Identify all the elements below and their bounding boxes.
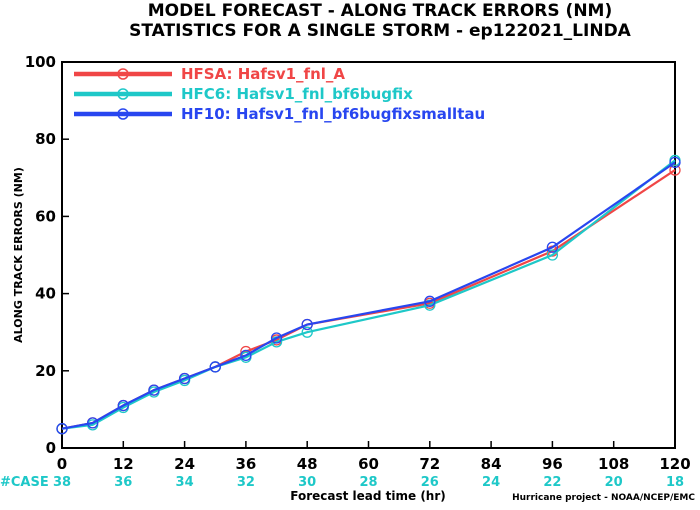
chart-subtitle: STATISTICS FOR A SINGLE STORM - ep122021… xyxy=(129,21,632,41)
x-axis-label: Forecast lead time (hr) xyxy=(290,489,446,503)
y-tick-label: 20 xyxy=(35,362,56,380)
case-count: 34 xyxy=(176,475,194,490)
series-line xyxy=(61,161,676,430)
case-count: 20 xyxy=(605,475,623,490)
data-point xyxy=(178,372,191,385)
case-count: 36 xyxy=(114,475,132,490)
case-count: 38 xyxy=(53,475,71,490)
case-count: 28 xyxy=(359,475,377,490)
data-point xyxy=(301,326,313,338)
case-count: 26 xyxy=(421,475,439,490)
legend: HFSA: Hafsv1_fnl_A HFC6: Hafsv1_fnl_bf6bu… xyxy=(74,65,485,123)
y-tick-label: 80 xyxy=(35,130,56,148)
legend-entry-1: HFSA: Hafsv1_fnl_A xyxy=(74,65,345,83)
data-point xyxy=(669,156,681,169)
x-tick-label: 48 xyxy=(297,455,318,473)
x-tick-label: 0 xyxy=(57,455,67,473)
y-tick-label: 40 xyxy=(35,285,56,303)
x-tick-label: 108 xyxy=(598,455,629,473)
x-tick-label: 84 xyxy=(481,455,502,473)
case-count: 30 xyxy=(298,475,316,490)
x-tick-label: 36 xyxy=(235,455,256,473)
case-count: 22 xyxy=(543,475,561,490)
y-axis: 0 20 40 60 80 100 xyxy=(25,53,69,457)
y-tick-label: 60 xyxy=(35,207,56,225)
case-count: 24 xyxy=(482,475,500,490)
x-tick-label: 96 xyxy=(542,455,563,473)
data-point xyxy=(209,361,221,373)
data-point xyxy=(546,241,559,253)
data-point xyxy=(56,423,68,435)
case-count-row: #CASE 38 36 34 32 30 28 26 24 22 20 18 xyxy=(0,475,684,490)
legend-swatch-marker xyxy=(117,88,129,100)
x-tick-label: 72 xyxy=(419,455,440,473)
legend-label: HFSA: Hafsv1_fnl_A xyxy=(181,65,345,83)
legend-swatch-marker xyxy=(117,108,129,120)
y-axis-label: ALONG TRACK ERRORS (NM) xyxy=(12,167,25,343)
data-point xyxy=(148,384,160,396)
chart-title: MODEL FORECAST - ALONG TRACK ERRORS (NM) xyxy=(148,1,613,21)
x-tick-label: 120 xyxy=(659,455,690,473)
data-point xyxy=(424,295,436,307)
data-point xyxy=(87,417,99,429)
y-tick-label: 0 xyxy=(46,439,56,457)
series-layer xyxy=(56,154,681,435)
y-tick-label: 100 xyxy=(25,53,56,71)
case-count: 32 xyxy=(237,475,255,490)
legend-label: HF10: Hafsv1_fnl_bf6bugfixsmalltau xyxy=(181,105,485,123)
legend-swatch-marker xyxy=(117,68,129,80)
credit-text: Hurricane project - NOAA/NCEP/EMC xyxy=(512,493,695,503)
legend-entry-3: HF10: Hafsv1_fnl_bf6bugfixsmalltau xyxy=(74,105,485,123)
data-point xyxy=(240,349,252,362)
series-line xyxy=(61,159,676,430)
data-point xyxy=(301,318,313,331)
case-label: #CASE xyxy=(0,475,49,490)
x-axis: 0 12 24 36 48 60 72 84 96 108 120 xyxy=(57,441,691,473)
legend-label: HFC6: Hafsv1_fnl_bf6bugfix xyxy=(181,85,413,103)
x-tick-label: 60 xyxy=(358,455,379,473)
case-count: 18 xyxy=(666,475,684,490)
x-tick-label: 24 xyxy=(174,455,195,473)
data-point xyxy=(117,399,129,412)
series-3 xyxy=(56,156,681,435)
data-point xyxy=(270,332,283,344)
legend-entry-2: HFC6: Hafsv1_fnl_bf6bugfix xyxy=(74,85,413,103)
x-tick-label: 12 xyxy=(113,455,134,473)
data-point xyxy=(546,249,559,261)
